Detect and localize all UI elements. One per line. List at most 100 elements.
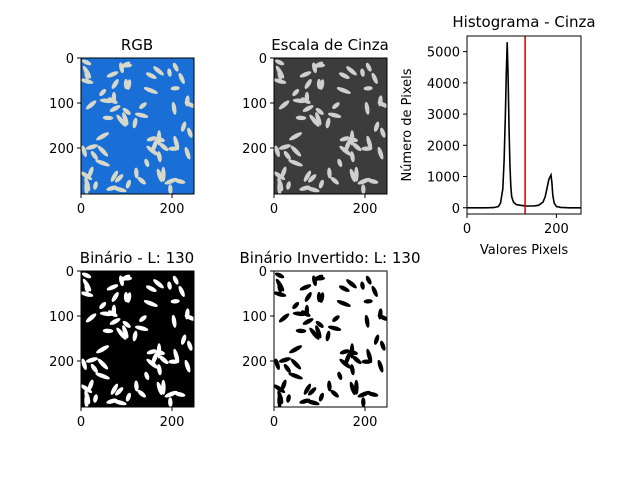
rice-grain xyxy=(339,349,350,355)
rice-grain xyxy=(110,170,119,182)
rice-grain xyxy=(81,384,93,394)
panel-binary: Binário - L: 130 0 100 200 0 200 xyxy=(49,249,195,430)
rice-grain xyxy=(327,325,342,331)
rice-grain xyxy=(325,330,331,342)
rice-grains xyxy=(274,59,387,194)
rice-grain xyxy=(111,79,119,89)
y-tick-label: 100 xyxy=(242,97,267,112)
rice-grain xyxy=(170,86,180,91)
rice-grain xyxy=(304,292,312,302)
rice-grain xyxy=(81,59,92,66)
rice-grain xyxy=(377,359,384,373)
rice-grain xyxy=(286,394,291,403)
rice-grain xyxy=(288,372,303,380)
rice-grain xyxy=(97,145,109,157)
rice-grain xyxy=(95,372,110,380)
rice-grain xyxy=(289,132,303,141)
rice-grain xyxy=(366,135,373,151)
y-tick-label: 100 xyxy=(49,310,74,325)
panel-binary-inverted: Binário Invertido: L: 130 0 100 200 0 20… xyxy=(239,249,420,430)
rice-grain xyxy=(164,177,178,185)
rice-grain xyxy=(299,284,312,291)
x-tick-label: 0 xyxy=(77,202,85,217)
rice-grain xyxy=(289,345,303,354)
rice-grain xyxy=(95,159,110,167)
rice-grain xyxy=(120,61,131,68)
rice-grain xyxy=(134,380,139,392)
rice-grain xyxy=(344,138,351,153)
axes-frame xyxy=(273,270,388,408)
rice-grain xyxy=(315,320,324,328)
rice-grain xyxy=(82,65,92,79)
rice-grain xyxy=(115,387,124,396)
rice-grain xyxy=(115,174,124,183)
rice-grain xyxy=(315,107,324,115)
rice-grain xyxy=(178,72,185,84)
rice-grain xyxy=(143,87,158,94)
rice-grain xyxy=(377,146,384,160)
rice-grain xyxy=(145,285,157,293)
rice-grain xyxy=(106,284,119,291)
rice-grain xyxy=(364,314,370,328)
rice-grain xyxy=(332,315,340,323)
x-tick-label: 200 xyxy=(160,202,185,217)
rice-grain xyxy=(134,167,139,179)
rice-grain xyxy=(156,343,162,359)
panel-histogram: Histograma - Cinza 010002000300040005000… xyxy=(400,13,596,258)
rice-grain xyxy=(156,168,163,183)
rice-grain xyxy=(318,179,324,189)
rice-grain xyxy=(99,98,114,104)
rice-grain xyxy=(346,279,357,289)
rice-grain xyxy=(116,114,127,127)
rice-grain xyxy=(295,115,307,121)
rice-grain xyxy=(184,314,194,321)
rice-grain xyxy=(313,274,324,281)
rice-grains xyxy=(274,272,387,407)
rice-grain xyxy=(109,105,121,112)
rice-grain xyxy=(109,318,121,325)
rice-grain xyxy=(81,145,87,158)
rice-grain xyxy=(168,359,179,364)
rice-grain xyxy=(339,136,350,142)
rice-grain xyxy=(85,313,97,323)
rice-grain xyxy=(313,61,324,68)
rice-grain xyxy=(363,299,373,304)
rice-grain xyxy=(371,285,378,297)
x-tick-label: 0 xyxy=(270,202,278,217)
y-tick-label: 100 xyxy=(49,97,74,112)
x-ticks: 0 200 xyxy=(463,214,569,237)
rice-grain xyxy=(93,394,98,403)
rice-grain xyxy=(338,72,350,80)
x-tick-label: 0 xyxy=(77,415,85,430)
rice-grain xyxy=(122,107,131,115)
rice-grain xyxy=(338,285,350,293)
rice-grain xyxy=(85,100,97,110)
rice-grain xyxy=(360,68,365,77)
rice-grain xyxy=(144,371,150,381)
rice-grain xyxy=(111,304,117,317)
y-tick-label: 200 xyxy=(242,355,267,370)
rice-grain xyxy=(90,150,98,160)
rice-grain xyxy=(126,292,132,303)
rice-grain xyxy=(106,398,118,404)
rice-grain xyxy=(146,349,157,355)
rice-grain xyxy=(325,117,331,129)
x-ticks: 0 200 xyxy=(77,407,184,430)
rice-grain xyxy=(85,144,98,150)
rice-grain xyxy=(364,101,370,115)
rice-grain xyxy=(120,274,131,281)
rice-grain xyxy=(308,174,317,183)
rice-grain xyxy=(145,72,157,80)
rice-grain xyxy=(96,345,110,354)
rice-grain xyxy=(184,359,191,373)
rice-grain xyxy=(168,397,173,407)
rice-grain xyxy=(274,358,280,371)
rice-grain xyxy=(303,170,312,182)
rice-grain xyxy=(280,379,287,391)
rice-grain xyxy=(299,71,312,78)
rice-grain xyxy=(349,381,356,396)
rice-grain xyxy=(373,121,380,132)
rice-grains xyxy=(81,272,194,407)
rice-grain xyxy=(171,314,177,328)
rice-grain xyxy=(337,158,343,168)
